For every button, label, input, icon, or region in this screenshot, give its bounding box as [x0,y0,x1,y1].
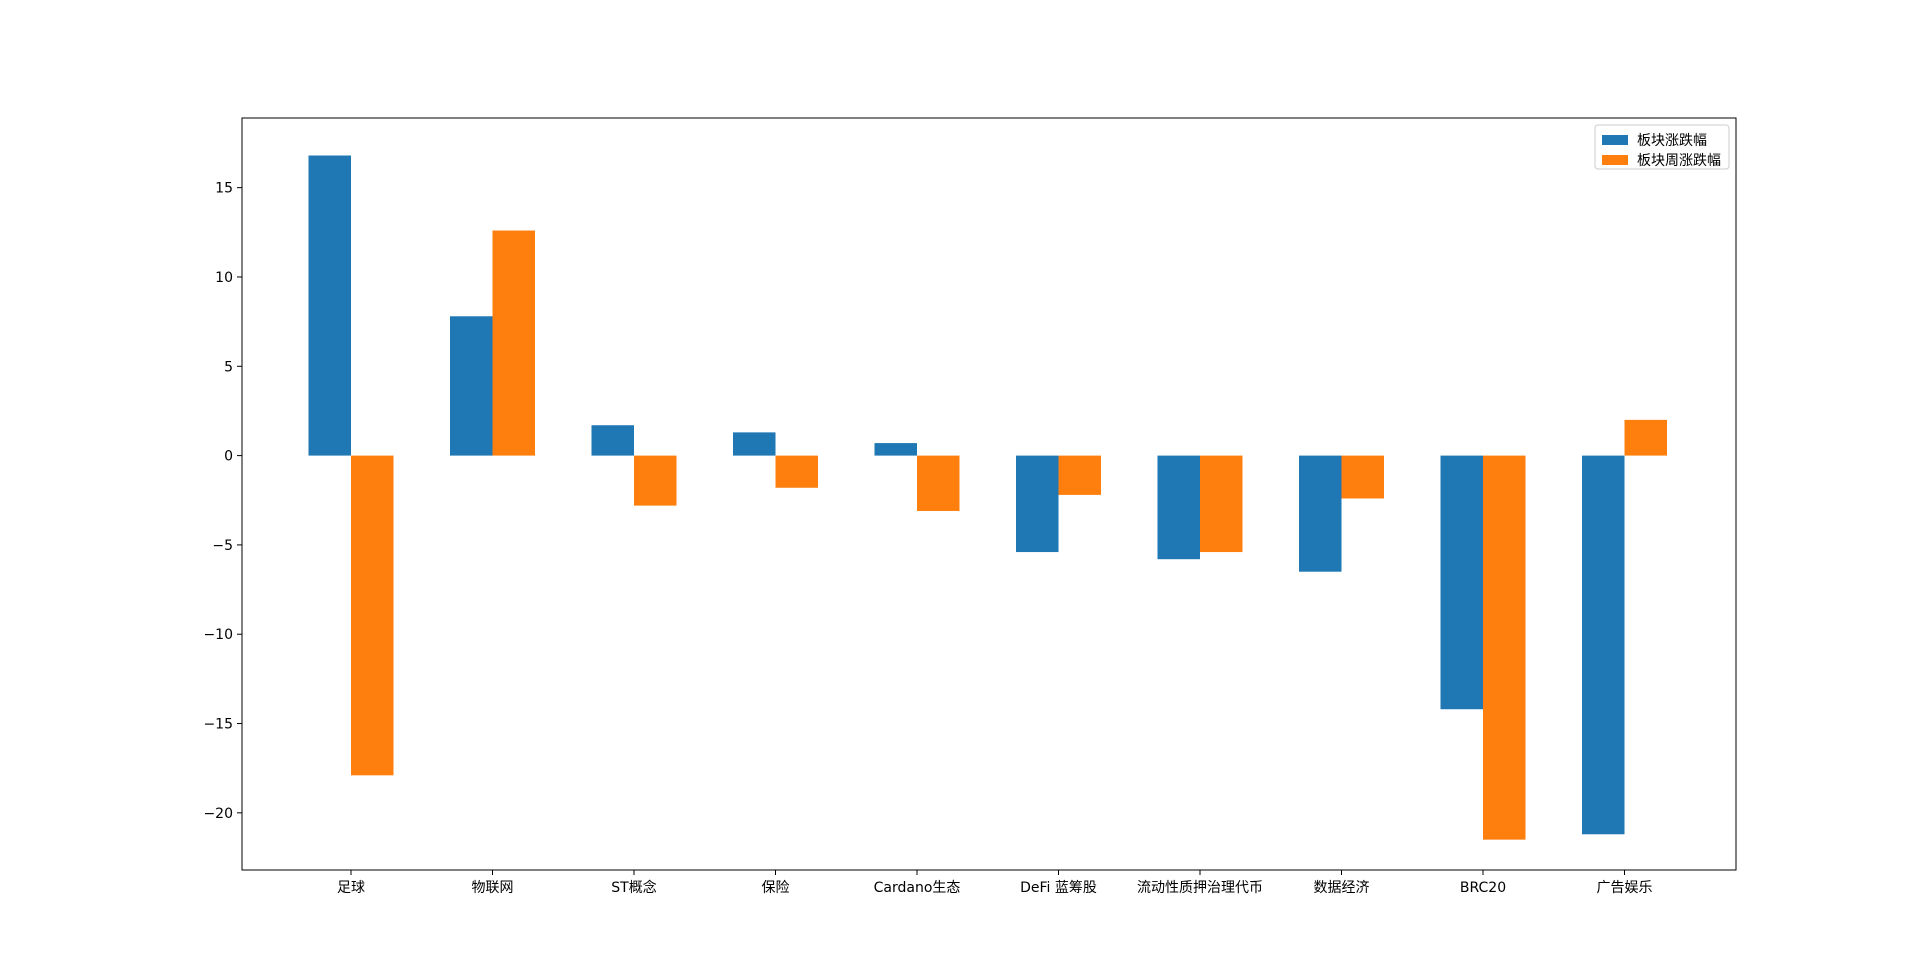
bar-series2-9 [1483,455,1526,840]
bar-series2-4 [775,455,818,488]
bar-series1-10 [1582,455,1625,835]
y-tick-label-7: −15 [203,717,233,733]
y-tick-label-5: −5 [212,538,233,554]
plot-frame [241,117,1737,871]
bar-series1-6 [1016,455,1059,553]
bar-series1-1 [308,155,351,456]
x-tick-label-8: 数据经济 [1314,880,1370,896]
y-tick-label-4: 0 [224,449,233,465]
bar-series1-9 [1440,455,1483,710]
bar-series1-2 [450,316,493,456]
bar-series1-4 [733,432,776,456]
bar-series2-10 [1624,419,1667,456]
bar-series2-1 [351,455,394,776]
bar-series1-5 [874,443,917,456]
bars-group [308,155,1667,840]
bar-series2-5 [917,455,960,511]
legend-swatch-1 [1602,135,1628,145]
legend-label-1: 板块涨跌幅 [1637,133,1707,149]
y-tick-label-2: 10 [215,270,233,286]
y-tick-label-3: 5 [224,359,233,375]
x-tick-label-4: 保险 [762,880,790,896]
y-axis: 15 10 5 0 −5 −10 −15 −20 [203,181,242,822]
bar-series1-7 [1157,455,1200,560]
bar-series2-7 [1200,455,1243,553]
bar-series2-6 [1058,455,1101,495]
x-tick-label-1: 足球 [337,880,365,896]
x-tick-label-6: DeFi 蓝筹股 [1020,879,1097,896]
bar-series2-3 [634,455,677,506]
x-axis: 足球 物联网 ST概念 保险 Cardano生态 DeFi 蓝筹股 流动性质押治理代币 数据经… [337,870,1653,896]
bar-series2-8 [1341,455,1384,499]
y-tick-label-8: −20 [203,806,233,822]
bar-series2-2 [492,230,535,456]
x-tick-label-2: 物联网 [472,880,514,896]
x-tick-label-9: BRC20 [1460,880,1506,896]
legend-box [1594,124,1730,170]
x-tick-label-10: 广告娱乐 [1597,880,1653,896]
y-tick-label-6: −10 [203,627,233,643]
legend-swatch-2 [1602,155,1628,165]
x-tick-label-5: Cardano生态 [874,880,961,896]
x-tick-label-7: 流动性质押治理代币 [1137,880,1263,896]
legend-label-2: 板块周涨跌幅 [1637,153,1721,169]
bar-series1-3 [591,425,634,456]
y-tick-label-1: 15 [215,181,233,197]
x-tick-label-3: ST概念 [611,879,656,896]
bar-series1-8 [1299,455,1342,572]
